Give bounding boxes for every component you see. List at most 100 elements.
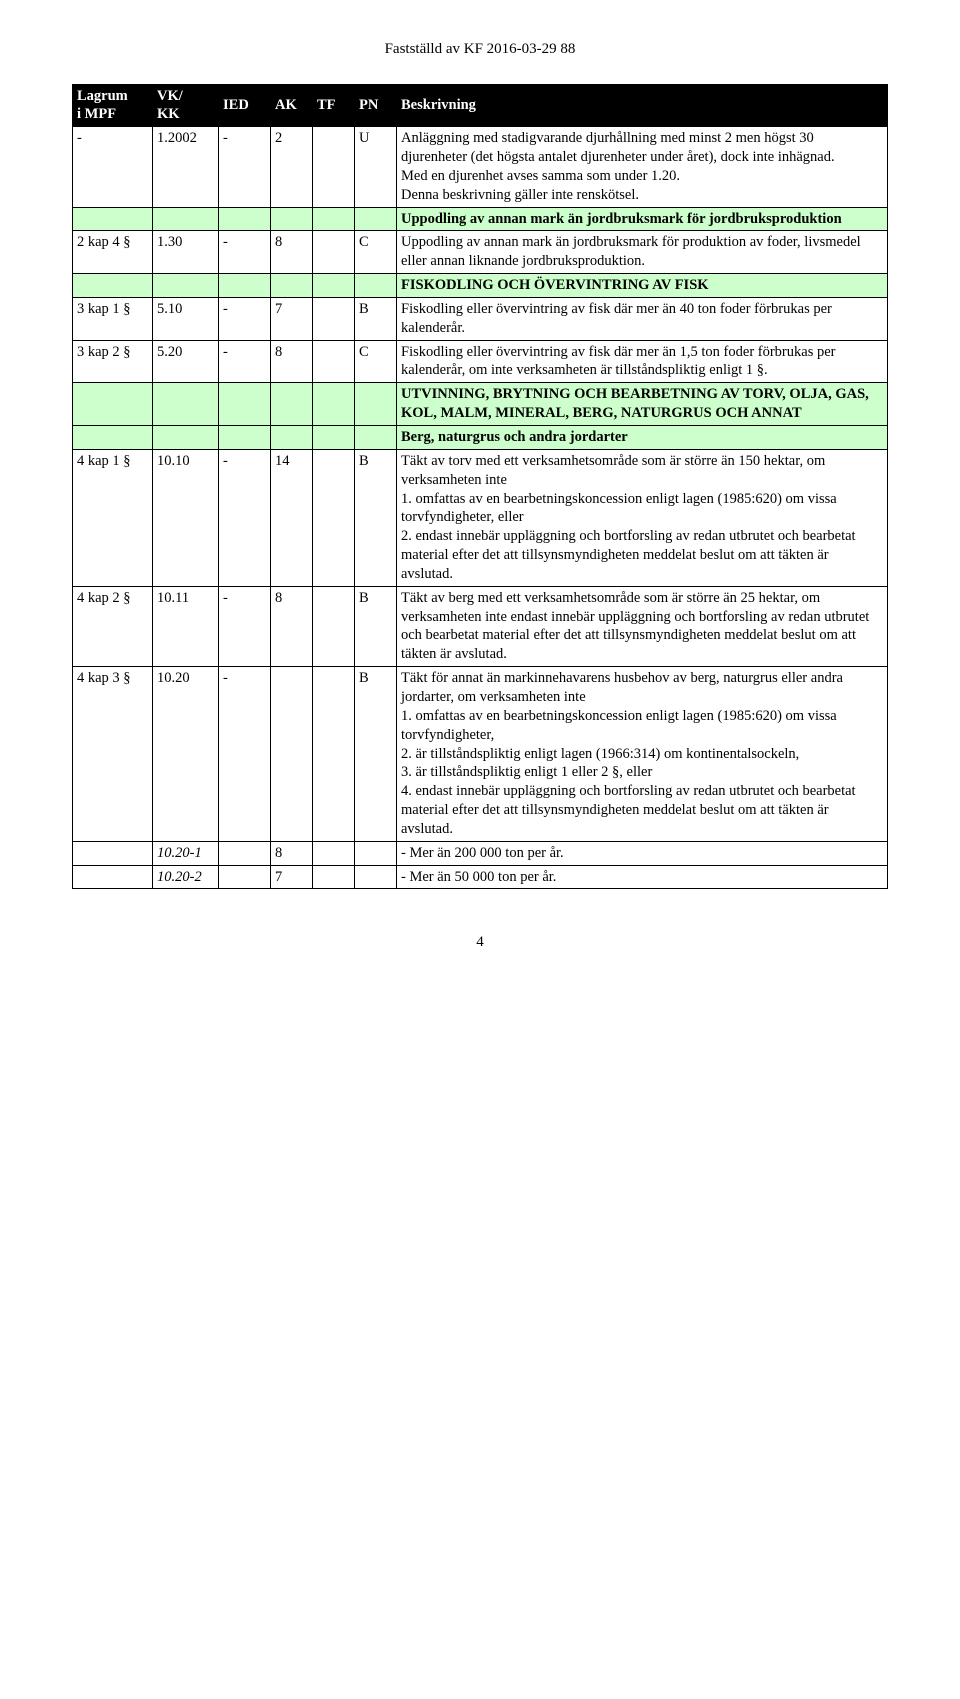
ak-cell: 8 (271, 586, 313, 666)
section-title: Uppodling av annan mark än jordbruksmark… (397, 207, 888, 231)
tf-cell (313, 865, 355, 889)
ak-cell: 14 (271, 449, 313, 586)
empty-cell (355, 426, 397, 450)
regulation-table: Lagrum i MPF VK/ KK IED AK TF PN Beskriv… (72, 84, 888, 890)
lagrum-cell: 3 kap 1 § (73, 297, 153, 340)
empty-cell (313, 426, 355, 450)
col-beskrivning: Beskrivning (397, 84, 888, 127)
col-vk-line1: VK/ (157, 88, 183, 104)
vk-cell: 1.30 (153, 231, 219, 274)
description-cell: Täkt av torv med ett verksamhetsområde s… (397, 449, 888, 586)
tf-cell (313, 231, 355, 274)
empty-cell (219, 207, 271, 231)
ied-cell: - (219, 127, 271, 207)
empty-cell (271, 274, 313, 298)
table-row: 2 kap 4 §1.30-8CUppodling av annan mark … (73, 231, 888, 274)
description-cell: Fiskodling eller övervintring av fisk dä… (397, 297, 888, 340)
empty-cell (271, 426, 313, 450)
empty-cell (313, 274, 355, 298)
empty-cell (271, 207, 313, 231)
empty-cell (355, 207, 397, 231)
pn-cell: U (355, 127, 397, 207)
vk-cell: 10.10 (153, 449, 219, 586)
tf-cell (313, 667, 355, 842)
table-row: 10.20-27- Mer än 50 000 ton per år. (73, 865, 888, 889)
section-row: UTVINNING, BRYTNING OCH BEARBETNING AV T… (73, 383, 888, 426)
pn-cell (355, 841, 397, 865)
tf-cell (313, 340, 355, 383)
tf-cell (313, 127, 355, 207)
section-title: FISKODLING OCH ÖVERVINTRING AV FISK (397, 274, 888, 298)
ied-cell: - (219, 297, 271, 340)
vk-cell: 5.10 (153, 297, 219, 340)
col-lagrum-line1: Lagrum (77, 88, 128, 104)
empty-cell (355, 274, 397, 298)
lagrum-cell: 2 kap 4 § (73, 231, 153, 274)
ak-cell (271, 667, 313, 842)
description-cell: Täkt för annat än markinnehavarens husbe… (397, 667, 888, 842)
table-row: 4 kap 1 §10.10-14BTäkt av torv med ett v… (73, 449, 888, 586)
lagrum-cell: 4 kap 1 § (73, 449, 153, 586)
lagrum-cell: 4 kap 2 § (73, 586, 153, 666)
empty-cell (271, 383, 313, 426)
section-title: UTVINNING, BRYTNING OCH BEARBETNING AV T… (397, 383, 888, 426)
section-row: FISKODLING OCH ÖVERVINTRING AV FISK (73, 274, 888, 298)
lagrum-cell: 4 kap 3 § (73, 667, 153, 842)
pn-cell: C (355, 231, 397, 274)
vk-cell: 1.2002 (153, 127, 219, 207)
ied-cell: - (219, 340, 271, 383)
section-row: Uppodling av annan mark än jordbruksmark… (73, 207, 888, 231)
col-lagrum: Lagrum i MPF (73, 84, 153, 127)
description-cell: Anläggning med stadigvarande djurhållnin… (397, 127, 888, 207)
table-header-row: Lagrum i MPF VK/ KK IED AK TF PN Beskriv… (73, 84, 888, 127)
table-row: 10.20-18- Mer än 200 000 ton per år. (73, 841, 888, 865)
description-cell: Fiskodling eller övervintring av fisk dä… (397, 340, 888, 383)
empty-cell (153, 383, 219, 426)
vk-cell: 10.20-2 (153, 865, 219, 889)
tf-cell (313, 449, 355, 586)
vk-cell: 10.20 (153, 667, 219, 842)
pn-cell: B (355, 667, 397, 842)
pn-cell: B (355, 586, 397, 666)
empty-cell (219, 426, 271, 450)
page-number: 4 (72, 933, 888, 953)
vk-cell: 10.20-1 (153, 841, 219, 865)
ak-cell: 7 (271, 297, 313, 340)
section-row: Berg, naturgrus och andra jordarter (73, 426, 888, 450)
ak-cell: 8 (271, 340, 313, 383)
empty-cell (355, 383, 397, 426)
lagrum-cell (73, 841, 153, 865)
col-pn: PN (355, 84, 397, 127)
ak-cell: 8 (271, 841, 313, 865)
table-row: 4 kap 2 §10.11-8BTäkt av berg med ett ve… (73, 586, 888, 666)
page-header: Fastställd av KF 2016-03-29 88 (72, 40, 888, 60)
ak-cell: 7 (271, 865, 313, 889)
section-title: Berg, naturgrus och andra jordarter (397, 426, 888, 450)
ak-cell: 2 (271, 127, 313, 207)
table-row: 3 kap 1 §5.10-7BFiskodling eller övervin… (73, 297, 888, 340)
empty-cell (153, 207, 219, 231)
tf-cell (313, 586, 355, 666)
empty-cell (73, 383, 153, 426)
table-row: 3 kap 2 §5.20-8CFiskodling eller övervin… (73, 340, 888, 383)
empty-cell (219, 383, 271, 426)
empty-cell (73, 426, 153, 450)
table-row: -1.2002-2UAnläggning med stadigvarande d… (73, 127, 888, 207)
empty-cell (219, 274, 271, 298)
col-ied: IED (219, 84, 271, 127)
ied-cell: - (219, 667, 271, 842)
lagrum-cell (73, 865, 153, 889)
empty-cell (73, 207, 153, 231)
ied-cell (219, 865, 271, 889)
col-tf: TF (313, 84, 355, 127)
tf-cell (313, 297, 355, 340)
tf-cell (313, 841, 355, 865)
col-vk: VK/ KK (153, 84, 219, 127)
ak-cell: 8 (271, 231, 313, 274)
empty-cell (313, 383, 355, 426)
description-cell: Täkt av berg med ett verksamhetsområde s… (397, 586, 888, 666)
pn-cell: B (355, 449, 397, 586)
table-row: 4 kap 3 §10.20-BTäkt för annat än markin… (73, 667, 888, 842)
vk-cell: 10.11 (153, 586, 219, 666)
pn-cell (355, 865, 397, 889)
